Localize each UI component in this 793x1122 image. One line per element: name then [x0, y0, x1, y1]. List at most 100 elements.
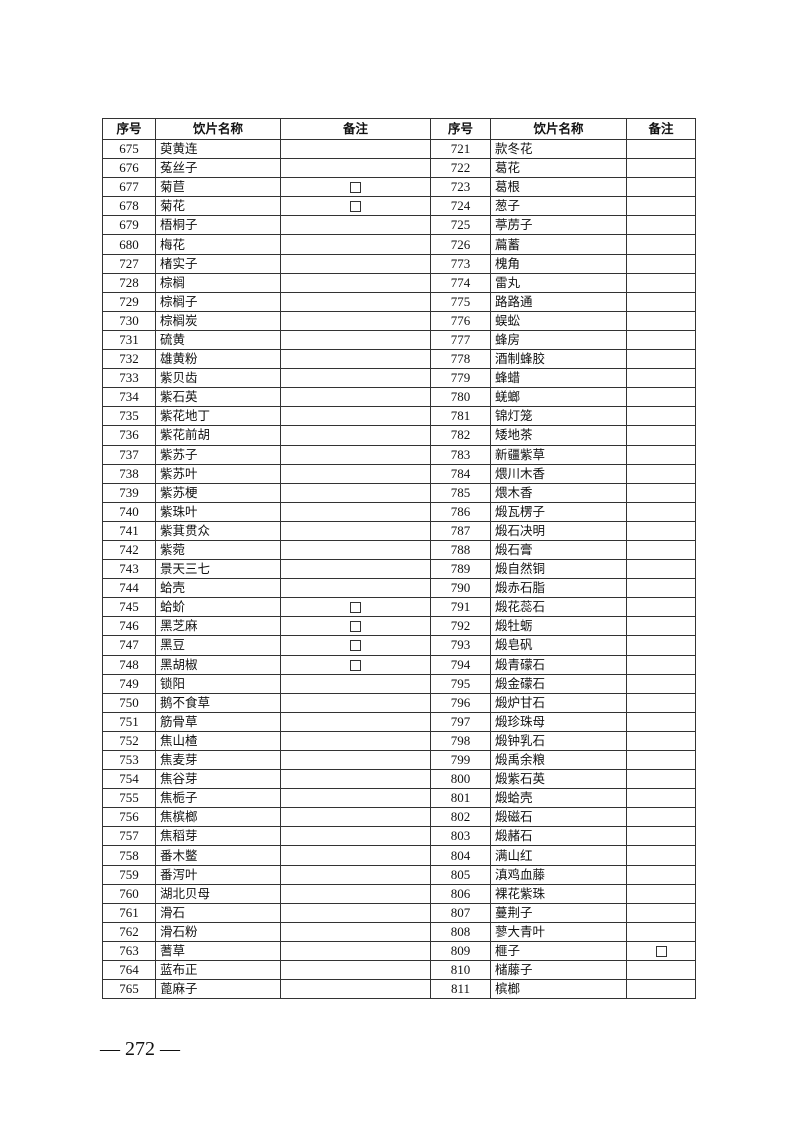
item-remark — [280, 329, 431, 351]
item-remark — [626, 310, 696, 331]
item-remark — [280, 654, 431, 675]
item-remark — [280, 177, 431, 198]
item-name: 滑石 — [155, 902, 281, 923]
table-row: 743 景天三七 789 煅自然铜 — [102, 559, 696, 580]
item-name: 煅金礞石 — [490, 673, 627, 694]
item-remark — [626, 215, 696, 236]
item-name: 葛根 — [490, 177, 627, 198]
item-number: 736 — [102, 425, 156, 446]
item-number: 791 — [430, 597, 491, 618]
item-number: 737 — [102, 444, 156, 465]
item-number: 758 — [102, 845, 156, 866]
item-name: 煅紫石英 — [490, 769, 627, 790]
item-number: 799 — [430, 749, 491, 771]
item-number: 730 — [102, 310, 156, 331]
item-remark — [280, 501, 431, 522]
table-row: 747 黑豆 793 煅皂矾 — [102, 635, 696, 656]
table-row: 740 紫珠叶 786 煅瓦楞子 — [102, 501, 696, 522]
item-remark — [626, 329, 696, 351]
item-remark — [280, 730, 431, 752]
item-name: 煅花蕊石 — [490, 597, 627, 618]
item-number: 765 — [102, 979, 156, 1000]
item-number: 796 — [430, 692, 491, 713]
item-name: 紫石英 — [155, 387, 281, 408]
item-name: 葛花 — [490, 158, 627, 179]
item-number: 755 — [102, 788, 156, 809]
item-remark — [626, 807, 696, 828]
item-number: 757 — [102, 826, 156, 847]
item-name: 紫苏叶 — [155, 463, 281, 484]
item-number: 792 — [430, 616, 491, 637]
item-name: 紫贝齿 — [155, 368, 281, 389]
item-name: 煅青礞石 — [490, 654, 627, 675]
item-number: 795 — [430, 673, 491, 694]
item-number: 781 — [430, 406, 491, 427]
item-name: 煅石膏 — [490, 539, 627, 561]
item-number: 753 — [102, 749, 156, 771]
item-name: 煅石决明 — [490, 520, 627, 541]
item-number: 802 — [430, 807, 491, 828]
item-remark — [280, 253, 431, 274]
item-remark — [280, 673, 431, 694]
header-remark: 备注 — [280, 118, 431, 140]
item-name: 紫苏子 — [155, 444, 281, 465]
item-number: 773 — [430, 253, 491, 274]
item-number: 734 — [102, 387, 156, 408]
table-row: 728 棕榈 774 雷丸 — [102, 272, 696, 293]
item-number: 743 — [102, 559, 156, 580]
table-row: 745 蛤蚧 791 煅花蕊石 — [102, 597, 696, 618]
item-name: 蜂蜡 — [490, 368, 627, 389]
item-number: 746 — [102, 616, 156, 637]
item-remark — [280, 310, 431, 331]
item-remark — [280, 539, 431, 561]
item-remark — [626, 769, 696, 790]
item-remark — [626, 826, 696, 847]
item-remark — [280, 138, 431, 160]
item-remark — [280, 578, 431, 599]
item-name: 菊苣 — [155, 177, 281, 198]
item-name: 蓼大青叶 — [490, 921, 627, 942]
item-number: 739 — [102, 482, 156, 503]
item-name: 湖北贝母 — [155, 883, 281, 904]
item-number: 677 — [102, 177, 156, 198]
checkbox-icon — [350, 201, 361, 213]
item-number: 806 — [430, 883, 491, 904]
table-row: 738 紫苏叶 784 煨川木香 — [102, 463, 696, 484]
table-row: 759 番泻叶 805 滇鸡血藤 — [102, 864, 696, 885]
header-name: 饮片名称 — [490, 118, 627, 140]
item-remark — [626, 138, 696, 160]
item-number: 785 — [430, 482, 491, 503]
item-number: 798 — [430, 730, 491, 752]
item-name: 满山红 — [490, 845, 627, 866]
item-name: 焦稻芽 — [155, 826, 281, 847]
item-number: 731 — [102, 329, 156, 351]
item-number: 764 — [102, 960, 156, 981]
table-row: 733 紫贝齿 779 蜂蜡 — [102, 368, 696, 389]
item-number: 722 — [430, 158, 491, 179]
item-name: 鹅不食草 — [155, 692, 281, 713]
item-number: 727 — [102, 253, 156, 274]
item-remark — [626, 444, 696, 465]
item-number: 729 — [102, 291, 156, 312]
item-number: 744 — [102, 578, 156, 599]
item-name: 筋骨草 — [155, 711, 281, 732]
item-remark — [626, 272, 696, 293]
item-name: 黑豆 — [155, 635, 281, 656]
item-name: 棕榈子 — [155, 291, 281, 312]
item-number: 676 — [102, 158, 156, 179]
item-remark — [280, 559, 431, 580]
item-remark — [626, 940, 696, 962]
item-remark — [280, 940, 431, 962]
item-name: 煅赤石脂 — [490, 578, 627, 599]
checkbox-icon — [350, 602, 361, 614]
item-name: 蓖麻子 — [155, 979, 281, 1000]
item-remark — [626, 559, 696, 580]
item-number: 762 — [102, 921, 156, 942]
header-number: 序号 — [102, 118, 156, 140]
table-row: 764 蓝布正 810 槠藤子 — [102, 960, 696, 981]
item-name: 蔓荆子 — [490, 902, 627, 923]
item-number: 740 — [102, 501, 156, 522]
item-remark — [626, 902, 696, 923]
item-remark — [626, 368, 696, 389]
